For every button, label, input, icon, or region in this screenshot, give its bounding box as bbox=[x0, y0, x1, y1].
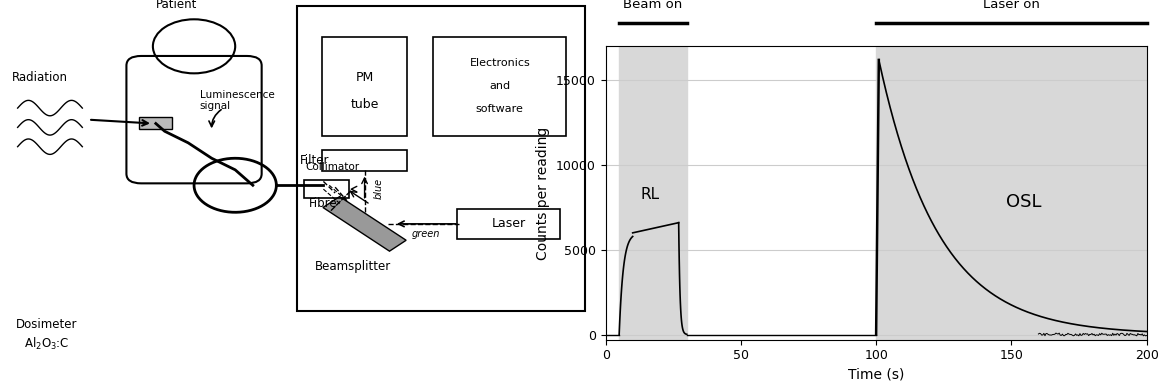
Bar bbox=[619, 46, 687, 340]
Y-axis label: Counts per reading: Counts per reading bbox=[536, 126, 550, 260]
Text: Collimator: Collimator bbox=[306, 162, 360, 172]
Text: blue: blue bbox=[374, 178, 383, 199]
Text: software: software bbox=[476, 104, 523, 114]
Text: and: and bbox=[489, 81, 510, 91]
Text: tube: tube bbox=[350, 98, 379, 111]
X-axis label: Time (s): Time (s) bbox=[848, 368, 904, 382]
Text: RL: RL bbox=[641, 187, 660, 202]
Text: Fibre: Fibre bbox=[308, 196, 338, 210]
Text: PM: PM bbox=[355, 71, 374, 84]
Text: Beamsplitter: Beamsplitter bbox=[315, 260, 390, 273]
FancyBboxPatch shape bbox=[139, 117, 172, 129]
Text: Laser on: Laser on bbox=[983, 0, 1040, 11]
Text: Beam on: Beam on bbox=[623, 0, 682, 11]
Text: Luminescence
signal: Luminescence signal bbox=[200, 90, 275, 111]
Text: Filter: Filter bbox=[300, 154, 329, 167]
Text: OSL: OSL bbox=[1005, 193, 1042, 212]
Text: Al$_2$O$_3$:C: Al$_2$O$_3$:C bbox=[25, 335, 69, 352]
Text: Patient: Patient bbox=[155, 0, 198, 11]
Text: Radiation: Radiation bbox=[12, 71, 68, 84]
Bar bbox=[876, 46, 1147, 340]
Text: green: green bbox=[412, 229, 440, 239]
Text: Electronics: Electronics bbox=[469, 58, 530, 68]
Text: Dosimeter: Dosimeter bbox=[16, 318, 78, 331]
Text: Laser: Laser bbox=[492, 217, 526, 230]
Polygon shape bbox=[323, 196, 406, 251]
